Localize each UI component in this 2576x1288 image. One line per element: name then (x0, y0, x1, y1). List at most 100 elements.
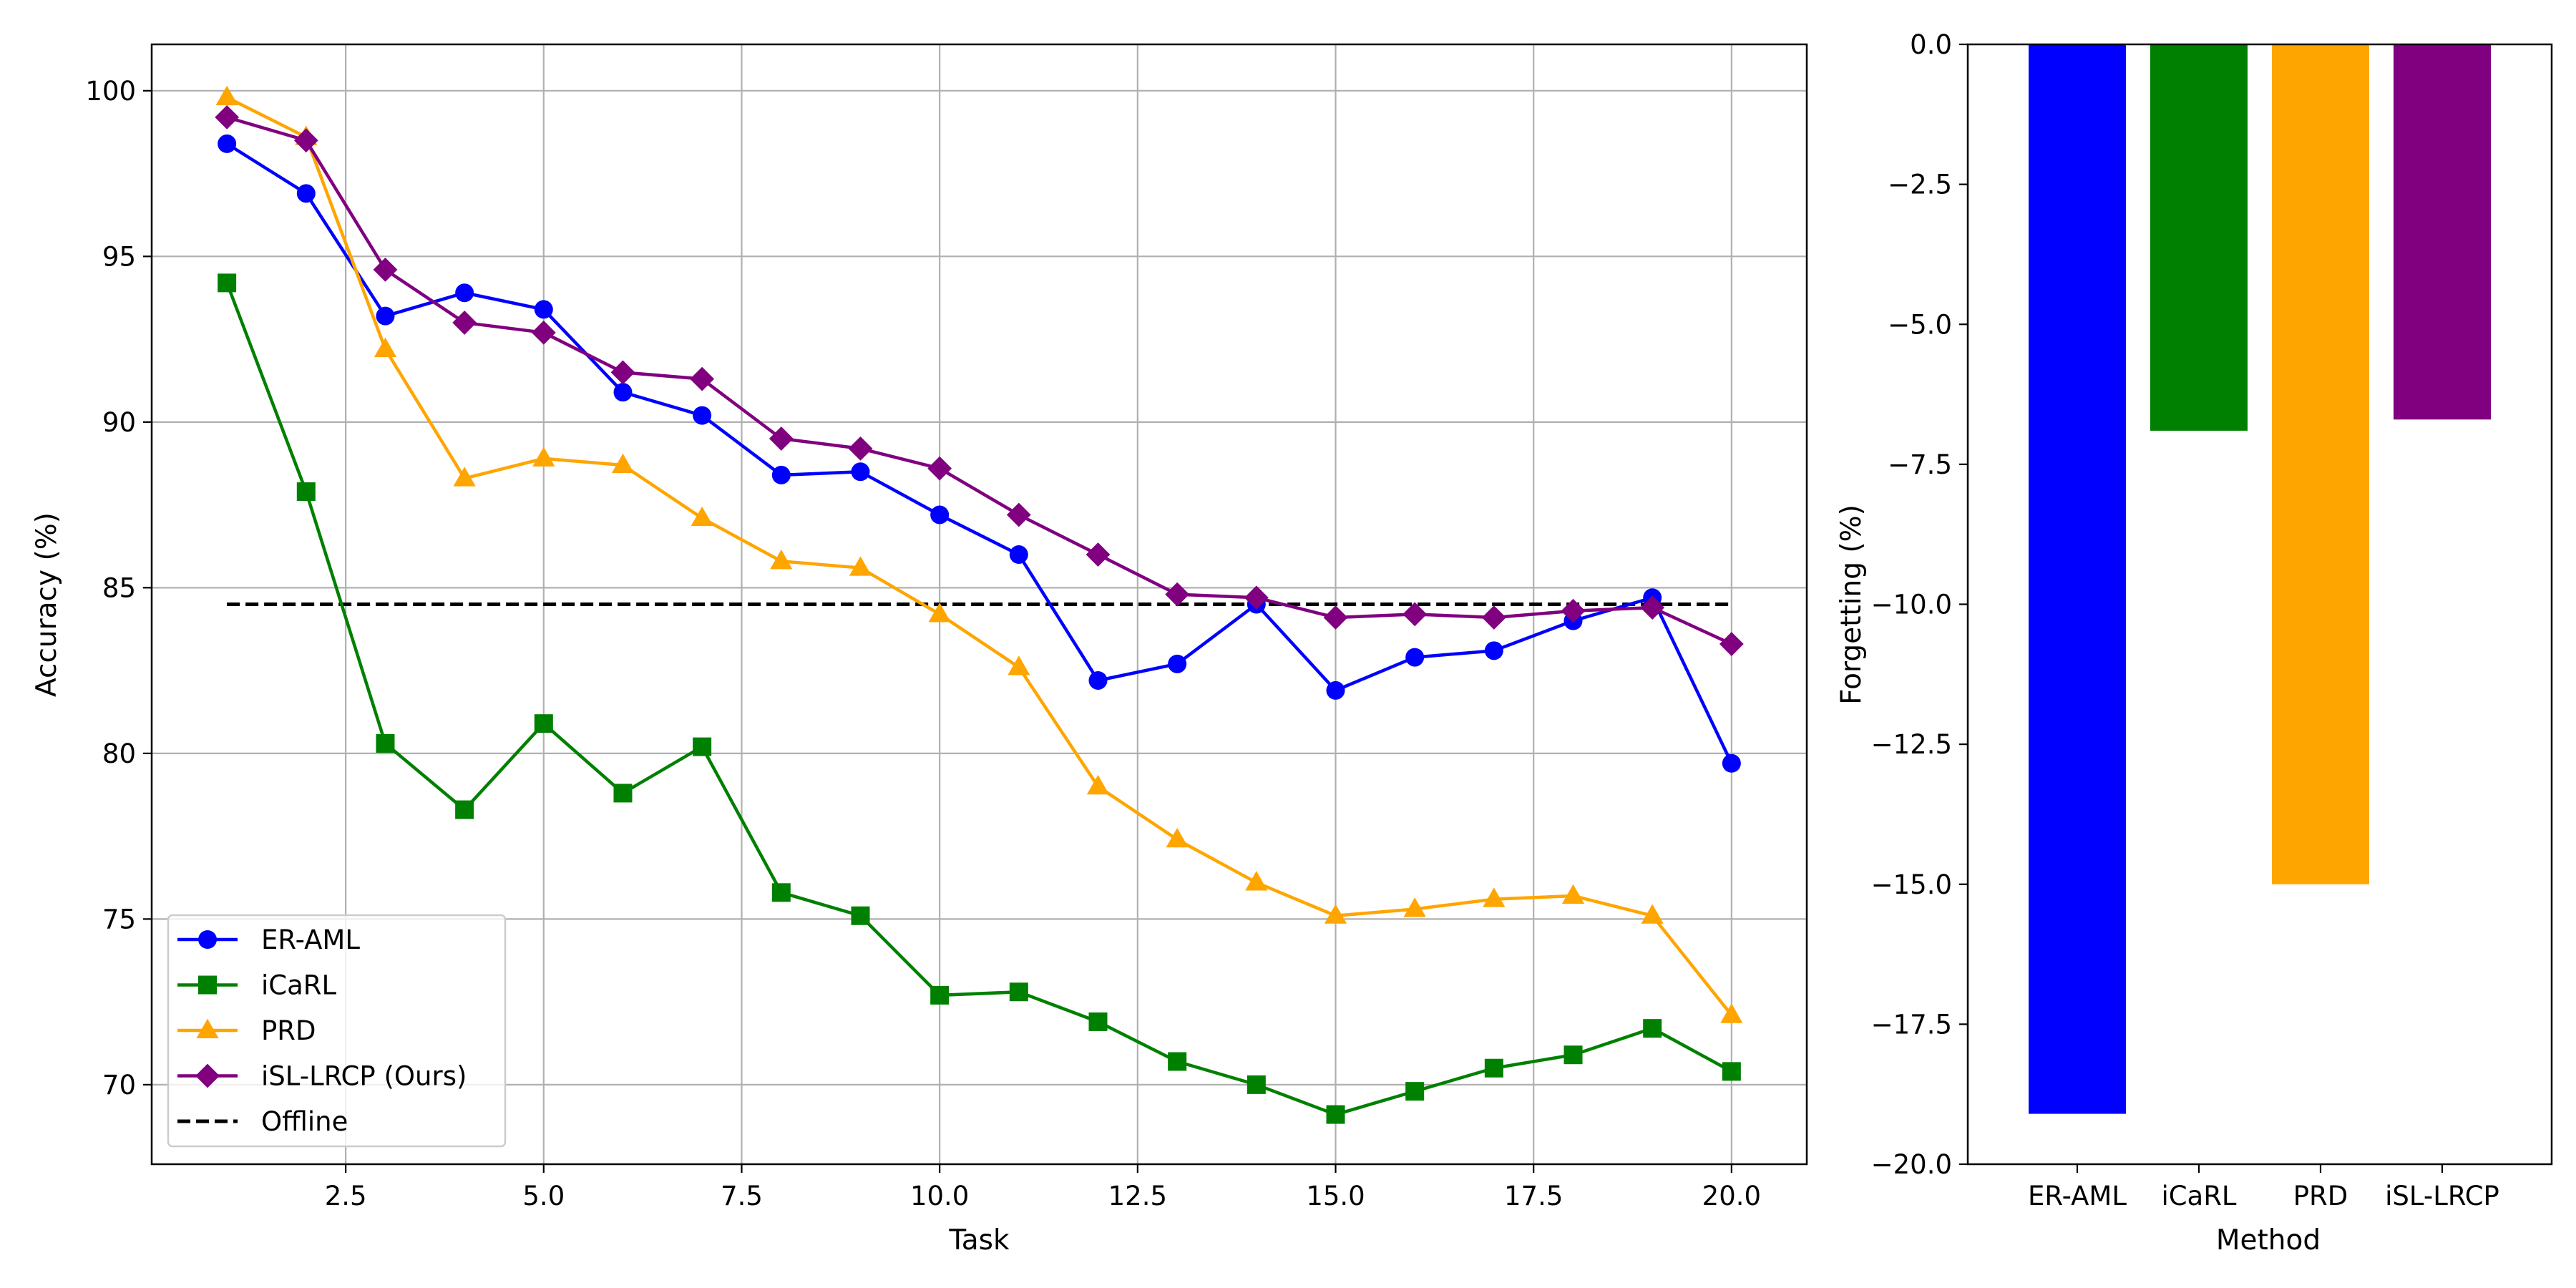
data-point (1088, 1012, 1108, 1031)
data-point (1563, 1045, 1583, 1065)
y-tick-label: −12.5 (1871, 729, 1952, 760)
data-point (613, 383, 633, 402)
y-tick-label: −15.0 (1871, 869, 1952, 900)
data-point (1168, 1052, 1187, 1071)
y-tick-label: 80 (102, 738, 136, 769)
data-point (455, 283, 474, 303)
data-point (1643, 1019, 1662, 1038)
data-point (770, 550, 793, 570)
data-point (610, 360, 635, 385)
data-point (691, 506, 713, 527)
y-tick-label: −10.0 (1871, 590, 1952, 620)
legend-label: iSL-LRCP (Ours) (261, 1061, 467, 1092)
data-point (1405, 1082, 1425, 1101)
data-point (534, 300, 553, 319)
x-tick-label: 10.0 (910, 1181, 969, 1211)
y-tick-label: −2.5 (1888, 170, 1952, 200)
data-point (534, 714, 553, 733)
data-point (1484, 1058, 1503, 1078)
legend-marker (198, 975, 217, 995)
series-line (225, 282, 1732, 1116)
data-point (1719, 632, 1744, 656)
data-point (1246, 1075, 1266, 1094)
data-point (1244, 585, 1269, 610)
data-point (930, 985, 950, 1005)
data-point (1009, 545, 1028, 565)
y-tick-label: 100 (85, 76, 136, 107)
x-tick-label: 12.5 (1108, 1181, 1167, 1211)
data-point (771, 883, 791, 902)
category-label: ER-AML (2028, 1181, 2127, 1211)
y-tick-label: 95 (102, 241, 136, 272)
series-line (226, 115, 1732, 646)
y-tick-label: −5.0 (1888, 309, 1952, 340)
bar-chart-x-axis-label: Method (2216, 1224, 2321, 1257)
accuracy-line-chart: 2.5 5.0 7.5 10.0 12.5 15.0 17.5 20.0 70 75 80 85 90… (31, 43, 1808, 1257)
data-point (452, 311, 477, 335)
data-point (376, 733, 395, 753)
data-point (1561, 598, 1586, 623)
bar-chart-y-axis-label: Forgetting (%) (1835, 504, 1868, 705)
series-line (226, 96, 1733, 1017)
bar-chart-x-ticks: ER-AML iCaRL PRD iSL-LRCP (2028, 1164, 2499, 1211)
data-point (769, 426, 794, 451)
line-chart-frame (150, 43, 1808, 1166)
y-tick-label: 75 (102, 904, 136, 935)
x-tick-label: 2.5 (325, 1181, 367, 1211)
data-point (928, 602, 951, 623)
legend: ER-AML iCaRL PRD iSL-LRCP (Ours) Offline (167, 914, 507, 1148)
data-point (293, 128, 318, 153)
legend-item-prd: PRD (177, 1015, 316, 1046)
data-point (1405, 648, 1425, 667)
line-chart-x-ticks: 2.5 5.0 7.5 10.0 12.5 15.0 17.5 20.0 (325, 1164, 1761, 1211)
data-point (1403, 897, 1426, 917)
series-isl-lrcp-ours (215, 104, 1744, 656)
data-point (376, 306, 395, 326)
data-point (613, 784, 633, 803)
y-tick-label: 90 (102, 407, 136, 438)
data-point (611, 453, 635, 474)
y-tick-label: −17.5 (1871, 1009, 1952, 1040)
data-point (1323, 605, 1348, 630)
data-point (851, 906, 870, 925)
legend-marker (196, 1018, 219, 1039)
line-chart-x-axis-label: Task (948, 1224, 1010, 1257)
data-point (1481, 605, 1506, 630)
legend-label: Offline (261, 1106, 348, 1137)
line-chart-y-ticks: 70 75 80 85 90 95 100 (85, 76, 152, 1101)
bar-prd (2272, 44, 2369, 884)
data-point (453, 467, 476, 487)
data-point (849, 556, 872, 576)
x-tick-label: 20.0 (1702, 1181, 1761, 1211)
category-label: iSL-LRCP (2385, 1181, 2499, 1211)
legend-item-offline: Offline (177, 1106, 348, 1137)
data-point (930, 505, 950, 525)
data-point (1561, 884, 1585, 904)
data-point (296, 184, 316, 203)
data-point (693, 737, 712, 756)
data-point (693, 406, 712, 425)
legend-item-icarl: iCaRL (177, 970, 336, 1001)
data-point (1009, 982, 1028, 1002)
x-tick-label: 15.0 (1306, 1181, 1365, 1211)
data-point (1402, 602, 1428, 627)
data-point (848, 436, 873, 461)
legend-items: ER-AML iCaRL PRD iSL-LRCP (Ours) Offline (177, 924, 467, 1137)
x-tick-label: 17.5 (1504, 1181, 1563, 1211)
data-point (1324, 904, 1347, 924)
series-prd (215, 85, 1743, 1023)
data-point (215, 104, 240, 130)
data-point (1008, 655, 1030, 675)
bar-icarl (2150, 44, 2248, 431)
series-line (225, 142, 1733, 764)
legend-label: iCaRL (261, 970, 336, 1001)
y-tick-label: 85 (102, 572, 136, 603)
data-point (1088, 670, 1108, 690)
bar-chart-y-ticks: 0.0 −2.5 −5.0 −7.5 −10.0 −12.5 −15.0 −17.5 −20.0 (1871, 29, 1968, 1180)
y-tick-label: −7.5 (1888, 449, 1952, 480)
legend-marker (198, 930, 217, 949)
legend-item-isl-lrcp-ours: iSL-LRCP (Ours) (177, 1061, 467, 1092)
forgetting-bar-chart: ER-AML iCaRL PRD iSL-LRCP 0.0 −2.5 −5.0 −7.5 −1… (1835, 29, 2553, 1257)
data-point (1720, 1003, 1743, 1023)
